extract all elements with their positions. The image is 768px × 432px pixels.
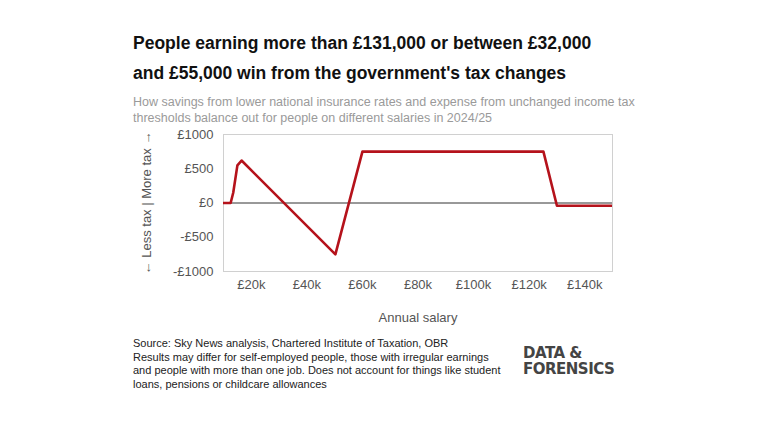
html-text:DATA & FORENSICS: DATA & FORENSICS xyxy=(523,344,615,378)
svg-text:-£500: -£500 xyxy=(180,229,213,244)
svg-text:£40k: £40k xyxy=(293,277,322,292)
svg-text:£100k: £100k xyxy=(456,277,492,292)
svg-text:£20k: £20k xyxy=(237,277,266,292)
svg-text:← Less tax | More tax →: ← Less tax | More tax → xyxy=(139,132,154,275)
svg-text:£0: £0 xyxy=(199,195,213,210)
html-text:Source: Sky News analysis, Cha: Source: Sky News analysis, Chartered Ins… xyxy=(133,337,449,349)
svg-text:£80k: £80k xyxy=(404,277,433,292)
svg-text:£1000: £1000 xyxy=(177,128,213,142)
svg-text:Annual salary: Annual salary xyxy=(379,310,458,325)
html-text:How savings from lower nationa: How savings from lower national insuranc… xyxy=(133,95,635,125)
svg-text:-£1000: -£1000 xyxy=(173,264,213,279)
html-text:People earning more than £131,: People earning more than £131,000 or bet… xyxy=(133,33,592,83)
html-text:Results may differ for self-em: Results may differ for self-employed peo… xyxy=(133,350,501,390)
svg-text:£120k: £120k xyxy=(511,277,547,292)
svg-text:£500: £500 xyxy=(185,161,214,176)
svg-text:£140k: £140k xyxy=(567,277,603,292)
svg-text:£60k: £60k xyxy=(348,277,377,292)
